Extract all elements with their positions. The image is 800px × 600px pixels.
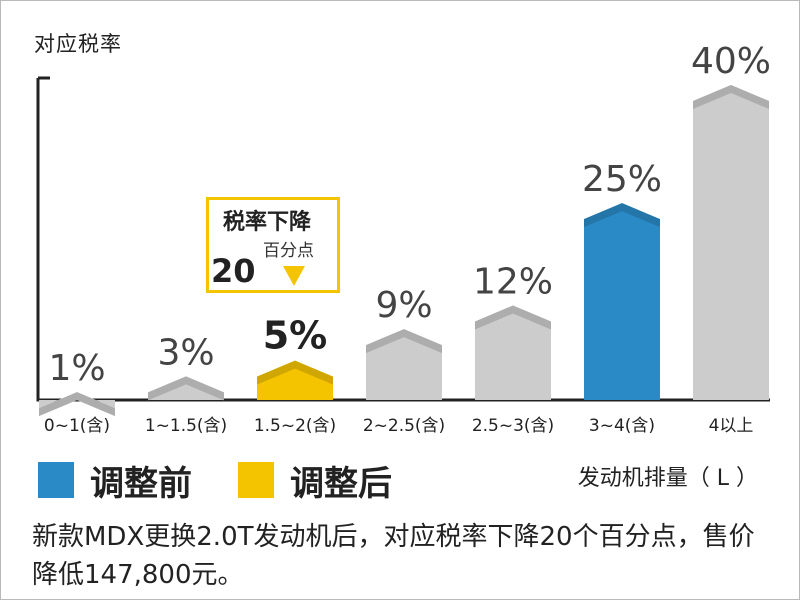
tax-drop-callout: 税率下降 百分点 20 xyxy=(206,197,340,293)
category-label-4: 2.5~3(含) xyxy=(472,416,554,436)
value-label-1: 3% xyxy=(157,332,214,373)
callout-value: 20 xyxy=(211,252,256,290)
bar-cap-4 xyxy=(475,305,551,330)
category-label-2: 1.5~2(含) xyxy=(254,416,336,436)
legend-label-after: 调整后 xyxy=(290,463,392,504)
legend-item-after: 调整后 xyxy=(238,455,392,505)
legend-swatch-after xyxy=(238,462,274,498)
bar-cap-5 xyxy=(584,203,660,228)
callout-title: 税率下降 xyxy=(223,210,312,235)
bar-6 xyxy=(693,85,769,400)
bar-cap-6 xyxy=(693,85,769,109)
bar-5 xyxy=(584,203,660,400)
value-label-6: 40% xyxy=(691,41,771,82)
bar-cap-2 xyxy=(257,360,333,385)
legend-label-before: 调整前 xyxy=(90,463,192,504)
callout-subtitle: 百分点 xyxy=(263,241,314,261)
bar-3 xyxy=(366,329,442,400)
value-label-3: 9% xyxy=(375,285,432,326)
x-axis-title: 发动机排量（ L ） xyxy=(577,466,758,491)
category-label-6: 4以上 xyxy=(709,416,754,436)
value-label-2: 5% xyxy=(263,314,328,358)
category-label-1: 1~1.5(含) xyxy=(145,416,227,436)
y-axis-label: 对应税率 xyxy=(34,32,122,56)
legend-swatch-before xyxy=(38,462,74,498)
down-arrow-icon xyxy=(283,266,305,286)
category-label-0: 0~1(含) xyxy=(44,416,110,436)
category-label-3: 2~2.5(含) xyxy=(363,416,445,436)
value-label-5: 25% xyxy=(582,159,662,200)
value-label-4: 12% xyxy=(473,262,553,303)
legend-item-before: 调整前 xyxy=(38,455,192,505)
bar-cap-1 xyxy=(148,376,224,401)
value-label-0: 1% xyxy=(48,348,105,389)
category-label-5: 3~4(含) xyxy=(589,416,655,436)
caption-text: 新款MDX更换2.0T发动机后，对应税率下降20个百分点，售价降低147,800… xyxy=(32,522,755,590)
bar-cap-0 xyxy=(39,392,115,417)
bar-4 xyxy=(475,305,551,400)
bar-cap-3 xyxy=(366,329,442,354)
bar-1 xyxy=(148,376,224,400)
